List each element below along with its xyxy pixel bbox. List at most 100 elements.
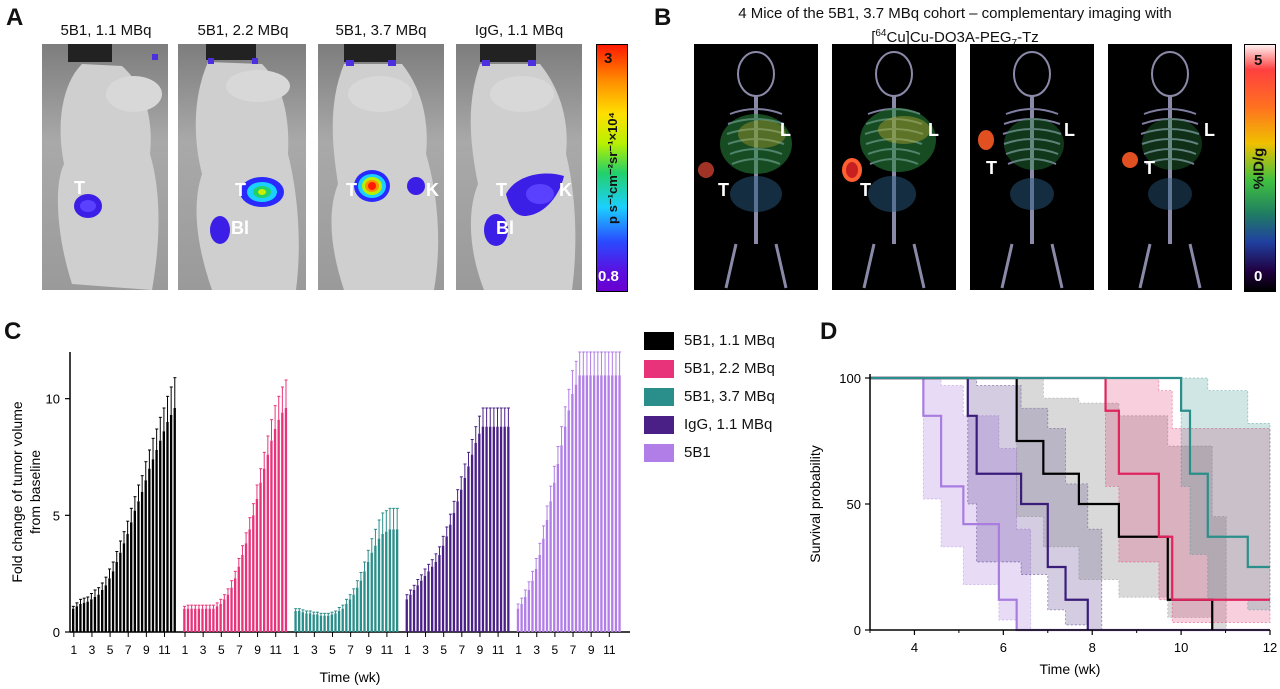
- bar: [277, 419, 280, 632]
- bar: [204, 608, 208, 632]
- bar: [148, 468, 151, 632]
- bar: [119, 552, 122, 632]
- bar: [337, 611, 341, 632]
- title-peg-sub: 7: [1012, 38, 1018, 49]
- legend-label-1: 5B1, 1.1 MBq: [684, 332, 775, 349]
- pet-label-tumor-1: T: [718, 180, 729, 200]
- bar: [75, 606, 78, 632]
- mouse-silhouette-1: [57, 44, 162, 290]
- bar: [603, 375, 607, 632]
- bar: [197, 608, 201, 632]
- bar: [467, 466, 470, 632]
- bar: [101, 590, 104, 632]
- bar: [241, 555, 244, 632]
- bar: [126, 534, 129, 632]
- pet-label-liver-3: L: [1064, 120, 1075, 140]
- bar: [585, 375, 589, 632]
- x-tick-label: 3: [533, 643, 540, 657]
- legend-item-2: 5B1, 2.2 MBq: [644, 360, 775, 379]
- bar: [359, 580, 363, 632]
- pet-image-2: [832, 44, 956, 290]
- bar: [374, 545, 377, 632]
- bar: [93, 597, 97, 632]
- bar: [341, 608, 344, 632]
- bar: [301, 612, 304, 632]
- bar: [582, 375, 585, 632]
- x-tick-label: 5: [329, 643, 336, 657]
- bar: [492, 426, 495, 632]
- legend-label-3: 5B1, 3.7 MBq: [684, 388, 775, 405]
- bar: [574, 384, 578, 632]
- bar: [549, 501, 552, 632]
- mouse-silhouette-4: [470, 44, 576, 290]
- bar: [460, 489, 463, 632]
- bar: [166, 422, 169, 632]
- bar: [416, 585, 419, 632]
- survival-line: [870, 376, 1089, 630]
- bar: [183, 608, 186, 632]
- bar: [589, 375, 592, 632]
- bar: [169, 415, 173, 632]
- bar: [144, 480, 147, 632]
- panel-d-letter: D: [820, 318, 838, 345]
- bar: [423, 576, 427, 632]
- pet-image-4: [1108, 44, 1232, 290]
- bar: [409, 594, 412, 632]
- bar: [266, 454, 269, 632]
- x-tick-label: 11: [603, 643, 616, 657]
- x-tick-label: 9: [588, 643, 595, 657]
- label-tumor-1: T: [74, 178, 85, 198]
- colorbar-a-max: 3: [604, 50, 613, 67]
- bar: [520, 604, 523, 632]
- pet-image-1: [694, 44, 818, 290]
- x-tick-label: 7: [347, 643, 354, 657]
- legend-item-4: IgG, 1.1 MBq: [644, 416, 772, 435]
- x-tick-label: 11: [158, 643, 171, 657]
- x-tick-label: 7: [236, 643, 243, 657]
- bar: [607, 375, 610, 632]
- bar: [516, 608, 520, 632]
- bar: [578, 375, 581, 632]
- x-tick-label: 6: [1000, 640, 1007, 655]
- mouse-silhouette-2: [195, 44, 299, 290]
- bar: [571, 394, 574, 632]
- bar: [244, 543, 248, 632]
- x-tick-label: 3: [422, 643, 429, 657]
- y-tick-label: 10: [46, 392, 60, 407]
- x-tick-label: 1: [293, 643, 300, 657]
- bar: [215, 606, 219, 632]
- x-tick-label: 9: [477, 643, 484, 657]
- bar: [248, 529, 251, 632]
- panel-b-title-line2: [64Cu]Cu-DO3A-PEG7-Tz: [690, 24, 1220, 54]
- bar: [259, 482, 262, 632]
- x-tick-label: 3: [89, 643, 96, 657]
- title-bracket: [: [871, 29, 876, 46]
- x-tick-label: 7: [458, 643, 465, 657]
- x-tick-label: 5: [107, 643, 114, 657]
- label-bladder-4: Bl: [496, 218, 514, 238]
- bar: [270, 440, 273, 632]
- panel-c-letter: C: [4, 318, 22, 345]
- bar: [441, 545, 445, 632]
- y-axis-label-line1: Fold change of tumor volume: [9, 401, 25, 583]
- bar: [72, 608, 75, 632]
- bar: [140, 492, 144, 632]
- bar: [305, 613, 308, 632]
- bar: [392, 529, 395, 632]
- pet-label-tumor-3: T: [986, 158, 997, 178]
- bar: [219, 604, 222, 632]
- bar: [545, 520, 549, 632]
- colorbar-b-unit: %ID/g: [1250, 147, 1268, 190]
- colorbar-b-min: 0: [1254, 268, 1263, 285]
- bar: [104, 585, 107, 632]
- bar: [186, 608, 190, 632]
- x-tick-label: 10: [1174, 640, 1188, 655]
- bar: [79, 604, 82, 632]
- pet-label-tumor-4: T: [1144, 158, 1155, 178]
- survival-line: [870, 376, 1270, 632]
- bar: [173, 408, 176, 632]
- bar: [284, 408, 288, 632]
- bioluminescence-image-1: [42, 44, 168, 290]
- bar: [130, 522, 133, 632]
- y-axis-label: Survival probability: [807, 445, 823, 563]
